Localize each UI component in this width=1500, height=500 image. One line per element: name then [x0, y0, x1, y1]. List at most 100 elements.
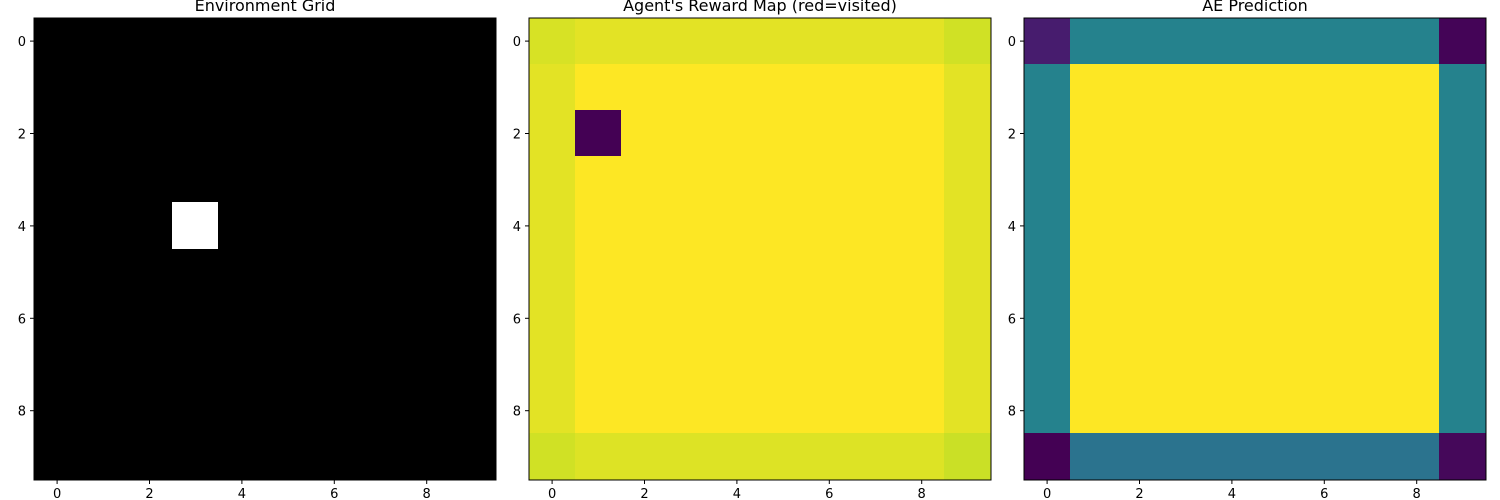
heatmap-cell: [944, 249, 991, 296]
heatmap-cell: [852, 18, 899, 65]
y-tick-label: 8: [1008, 405, 1016, 420]
heatmap-cell: [311, 341, 358, 388]
heatmap-cell: [1162, 110, 1209, 157]
heatmap-cell: [713, 64, 760, 111]
heatmap-cell: [713, 156, 760, 203]
heatmap-cell: [713, 110, 760, 157]
heatmap-cell: [218, 64, 265, 111]
heatmap-cell: [1255, 156, 1302, 203]
heatmap-cell: [575, 341, 622, 388]
heatmap-cell: [621, 295, 668, 342]
heatmap-cell: [1162, 249, 1209, 296]
heatmap-cell: [529, 156, 576, 203]
heatmap-cell: [1070, 249, 1117, 296]
heatmap-cell: [449, 18, 496, 65]
heatmap-cell: [403, 64, 450, 111]
heatmap-cell: [898, 249, 945, 296]
heatmap-cell: [529, 387, 576, 434]
heatmap-cell: [1116, 387, 1163, 434]
heatmap-cell: [529, 295, 576, 342]
y-tick-label: 4: [18, 220, 26, 235]
heatmap-cell: [1162, 64, 1209, 111]
heatmap-cell: [713, 433, 760, 480]
heatmap-cell: [34, 433, 81, 480]
heatmap-cell: [667, 202, 714, 249]
heatmap-cell: [1301, 433, 1348, 480]
y-tick-label: 4: [1008, 220, 1016, 235]
panel-3: 0 2 4 6 8 0 2 4 6 8 AE Prediction: [1008, 0, 1487, 500]
heatmap-cell: [852, 341, 899, 388]
heatmap-cell: [218, 249, 265, 296]
heatmap-cell: [1301, 110, 1348, 157]
heatmap-cell: [34, 18, 81, 65]
heatmap-cell: [126, 341, 173, 388]
heatmap-cell: [667, 433, 714, 480]
heatmap-cell: [621, 18, 668, 65]
heatmap-cell: [621, 387, 668, 434]
heatmap-cell: [1347, 295, 1394, 342]
heatmap-cell: [1208, 18, 1255, 65]
x-tick-label: 2: [145, 487, 153, 500]
chart-title: Environment Grid: [195, 0, 336, 15]
heatmap-cell: [34, 64, 81, 111]
heatmap-cell: [126, 249, 173, 296]
heatmap-cell: [1393, 202, 1440, 249]
heatmap-cell: [852, 64, 899, 111]
y-tick-label: 2: [18, 128, 26, 143]
heatmap-cell: [760, 156, 807, 203]
heatmap-cell: [575, 433, 622, 480]
heatmap-cell: [1393, 341, 1440, 388]
heatmap-cell: [898, 156, 945, 203]
heatmap-cell: [1024, 249, 1071, 296]
heatmap-cell: [80, 387, 127, 434]
heatmap-cell: [1393, 387, 1440, 434]
heatmap-cell: [449, 110, 496, 157]
heatmap-cell: [172, 156, 219, 203]
heatmap-cell: [265, 202, 312, 249]
y-tick-label: 4: [513, 220, 521, 235]
heatmap-cell: [529, 110, 576, 157]
heatmap-cell: [944, 156, 991, 203]
heatmap-cell: [760, 341, 807, 388]
heatmap-cell: [265, 341, 312, 388]
heatmap-cell: [852, 249, 899, 296]
heatmap-cell: [311, 18, 358, 65]
heatmap-cell: [1301, 249, 1348, 296]
y-tick-label: 6: [513, 312, 521, 327]
heatmap-cell: [1393, 295, 1440, 342]
y-tick-label: 6: [1008, 312, 1016, 327]
x-tick-label: 8: [1413, 487, 1421, 500]
heatmap-cell: [575, 387, 622, 434]
heatmap-cell: [1393, 433, 1440, 480]
heatmap-cell: [1255, 18, 1302, 65]
heatmap-cell: [218, 295, 265, 342]
heatmap-cell: [265, 156, 312, 203]
heatmap-cell: [713, 202, 760, 249]
heatmap-cell: [311, 156, 358, 203]
heatmap-cell: [621, 341, 668, 388]
heatmap-cell: [218, 433, 265, 480]
heatmap-cell: [529, 202, 576, 249]
heatmap-cell: [1024, 387, 1071, 434]
heatmap-cell: [1439, 433, 1486, 480]
heatmap-cell: [529, 64, 576, 111]
heatmap-cell: [1347, 64, 1394, 111]
heatmap-cell: [34, 387, 81, 434]
heatmap-cell: [1301, 64, 1348, 111]
heatmap-cell: [1116, 341, 1163, 388]
y-tick-label: 0: [513, 35, 521, 50]
heatmap-cell: [898, 433, 945, 480]
heatmap-cell: [1255, 433, 1302, 480]
heatmap-cell: [172, 64, 219, 111]
heatmap-cell: [1162, 156, 1209, 203]
heatmap-cell: [1393, 18, 1440, 65]
heatmap-cell: [80, 341, 127, 388]
heatmap-cell: [357, 202, 404, 249]
heatmap-cell: [760, 433, 807, 480]
heatmap-cell: [1116, 18, 1163, 65]
heatmap-cell: [449, 433, 496, 480]
heatmap-cell: [172, 110, 219, 157]
heatmap-cell: [1208, 156, 1255, 203]
heatmap-cell: [1255, 110, 1302, 157]
